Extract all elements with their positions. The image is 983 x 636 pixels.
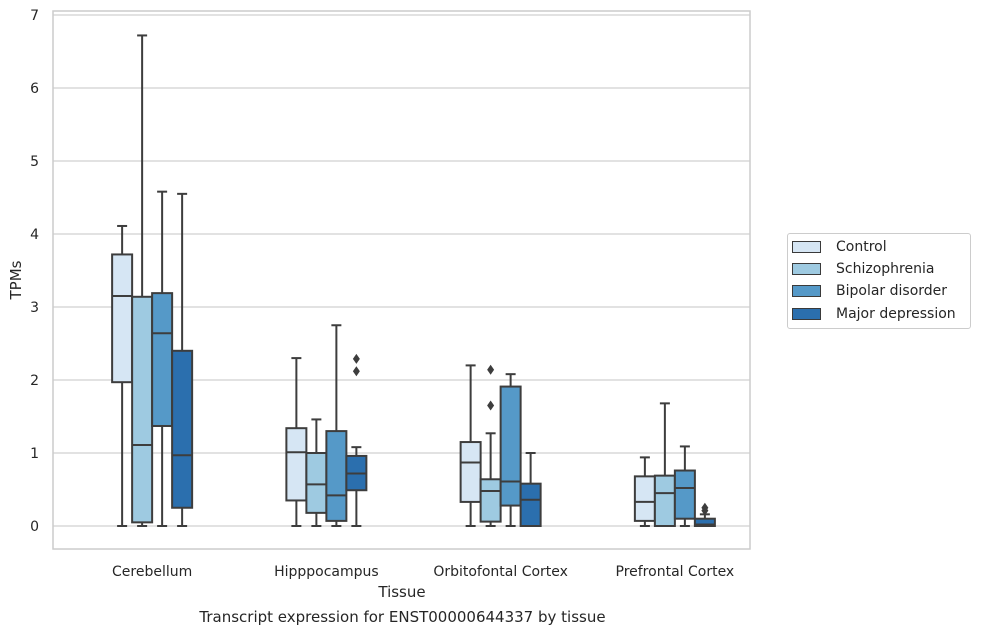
legend-swatch-major-depression [792, 308, 821, 320]
y-tick-label: 3 [30, 300, 39, 316]
y-tick-label: 5 [30, 154, 39, 170]
box-2-1 [325, 324, 348, 527]
box-2-2 [499, 373, 522, 527]
legend-item-schizophrenia: Schizophrenia [792, 259, 934, 279]
box-rect [653, 474, 676, 528]
box-0-1 [285, 357, 308, 527]
y-tick-label: 2 [30, 373, 39, 389]
box-3-3 [693, 502, 716, 528]
box-2-3 [673, 445, 696, 527]
box-rect [111, 253, 134, 384]
box-3-2 [519, 452, 542, 528]
x-tick-label: Orbitofontal Cortex [433, 564, 568, 580]
x-tick-label: Hipppocampus [274, 564, 379, 580]
x-tick-labels: Cerebellum Hipppocampus Orbitofontal Corte… [112, 564, 734, 580]
legend-label-schizophrenia: Schizophrenia [836, 261, 935, 277]
y-tick-label: 6 [30, 81, 39, 97]
legend-swatch-schizophrenia [792, 263, 821, 275]
box-rect [673, 469, 696, 520]
y-tick-label: 0 [30, 519, 39, 535]
chart-caption: Transcript expression for ENST0000064433… [199, 608, 606, 626]
y-tick-label: 7 [30, 8, 39, 24]
box-rect [459, 441, 482, 503]
legend-label-control: Control [836, 239, 887, 255]
box-0-2 [459, 364, 482, 527]
box-rect [519, 482, 542, 528]
outlier-point [487, 400, 495, 411]
legend: Control Schizophrenia Bipolar disorder M… [787, 233, 971, 329]
box-3-1 [345, 353, 368, 527]
legend-item-control: Control [792, 237, 887, 257]
box-1-1 [305, 418, 328, 527]
box-rect [325, 430, 348, 522]
outlier-point [487, 364, 495, 375]
box-1-3 [653, 402, 676, 528]
x-tick-label: Prefrontal Cortex [616, 564, 735, 580]
box-rect [131, 295, 154, 524]
box-rect [151, 292, 174, 427]
box-rect [305, 452, 328, 514]
box-0-3 [633, 456, 656, 527]
box-2-0 [151, 190, 174, 527]
box-rect [693, 517, 716, 528]
legend-label-bipolar: Bipolar disorder [836, 283, 948, 299]
legend-item-bipolar: Bipolar disorder [792, 281, 947, 301]
y-tick-label: 1 [30, 446, 39, 462]
y-tick-labels: 0 1 2 3 4 5 6 7 [30, 8, 39, 535]
legend-label-major-depression: Major depression [836, 306, 956, 322]
x-tick-label: Cerebellum [112, 564, 192, 580]
box-rect [285, 427, 308, 502]
boxes [111, 34, 716, 528]
box-rect [633, 475, 656, 522]
box-rect [171, 349, 194, 509]
box-1-0 [131, 34, 154, 527]
outlier-point [352, 353, 360, 364]
y-axis-label: TPMs [7, 260, 25, 300]
gridlines [53, 14, 750, 527]
box-rect [479, 478, 502, 523]
box-1-2 [479, 364, 502, 527]
legend-swatch-control [792, 241, 821, 253]
box-rect [499, 385, 522, 507]
legend-swatch-bipolar [792, 285, 821, 297]
x-axis-label: Tissue [377, 583, 425, 601]
box-3-0 [171, 192, 194, 527]
plot-frame [52, 10, 751, 550]
y-tick-label: 4 [30, 227, 39, 243]
box-0-0 [111, 224, 134, 527]
outlier-point [701, 502, 709, 513]
legend-item-major-depression: Major depression [792, 304, 956, 324]
outlier-point [352, 366, 360, 377]
